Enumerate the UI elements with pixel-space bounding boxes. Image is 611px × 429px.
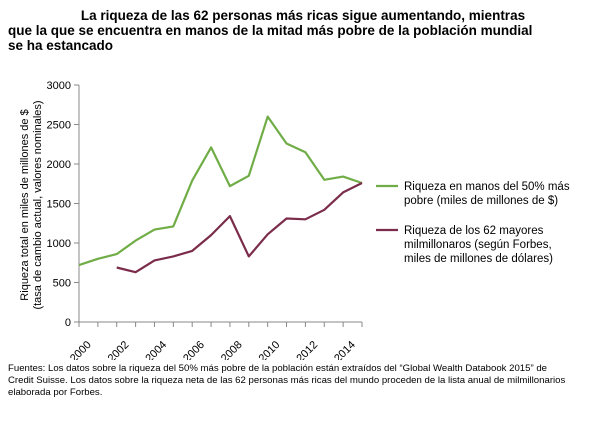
x-axis-ticks: 2000 2002 2004 2006 2008 2010 2012 2014	[68, 322, 363, 360]
x-tick-label: 2004	[143, 339, 169, 360]
x-tick-label: 2002	[106, 339, 132, 360]
y-tick-label: 0	[65, 317, 71, 329]
legend-label-2: milmillonaros (según Forbes,	[404, 239, 552, 251]
x-tick-label: 2010	[257, 339, 283, 360]
y-tick-label: 1500	[47, 199, 71, 211]
chart-title-line-2: que la que se encuentra en manos de la m…	[8, 23, 533, 38]
series-group	[78, 115, 363, 274]
chart-title-line-1: La riqueza de las 62 personas más ricas …	[80, 8, 526, 23]
y-axis-label-line-1: Riqueza total en miles de millones de $	[19, 109, 31, 300]
y-axis-label-line-2: (tasa de cambio actual, valores nominale…	[32, 100, 44, 309]
x-tick-label: 2008	[219, 339, 245, 360]
chart-title-line-3: se ha estancado	[8, 38, 114, 53]
y-tick-label: 3000	[47, 80, 71, 92]
legend: Riqueza en manos del 50% más pobre (miles…	[376, 181, 570, 265]
series-line-1	[78, 115, 363, 267]
x-tick-label: 2012	[294, 339, 320, 360]
y-axis-ticks: 0 500 1000 1500 2000 2500 3000	[47, 80, 79, 329]
y-tick-label: 1000	[47, 238, 71, 250]
y-tick-label: 2500	[47, 120, 71, 132]
source-note: Fuentes: Los datos sobre la riqueza del …	[8, 363, 566, 398]
x-tick-label: 2014	[332, 339, 358, 360]
legend-label-1: pobre (miles de millones de $)	[404, 195, 558, 207]
y-tick-label: 2000	[47, 159, 71, 171]
x-tick-label: 2006	[181, 339, 207, 360]
legend-label-2: Riqueza de los 62 mayores	[404, 225, 544, 237]
x-tick-label: 2000	[68, 339, 94, 360]
legend-label-1: Riqueza en manos del 50% más	[404, 181, 570, 193]
y-tick-label: 500	[53, 278, 71, 290]
series-line-2	[116, 182, 363, 274]
legend-label-2: miles de millones de dólares)	[404, 253, 553, 265]
chart-title: La riqueza de las 62 personas más ricas …	[8, 8, 568, 53]
